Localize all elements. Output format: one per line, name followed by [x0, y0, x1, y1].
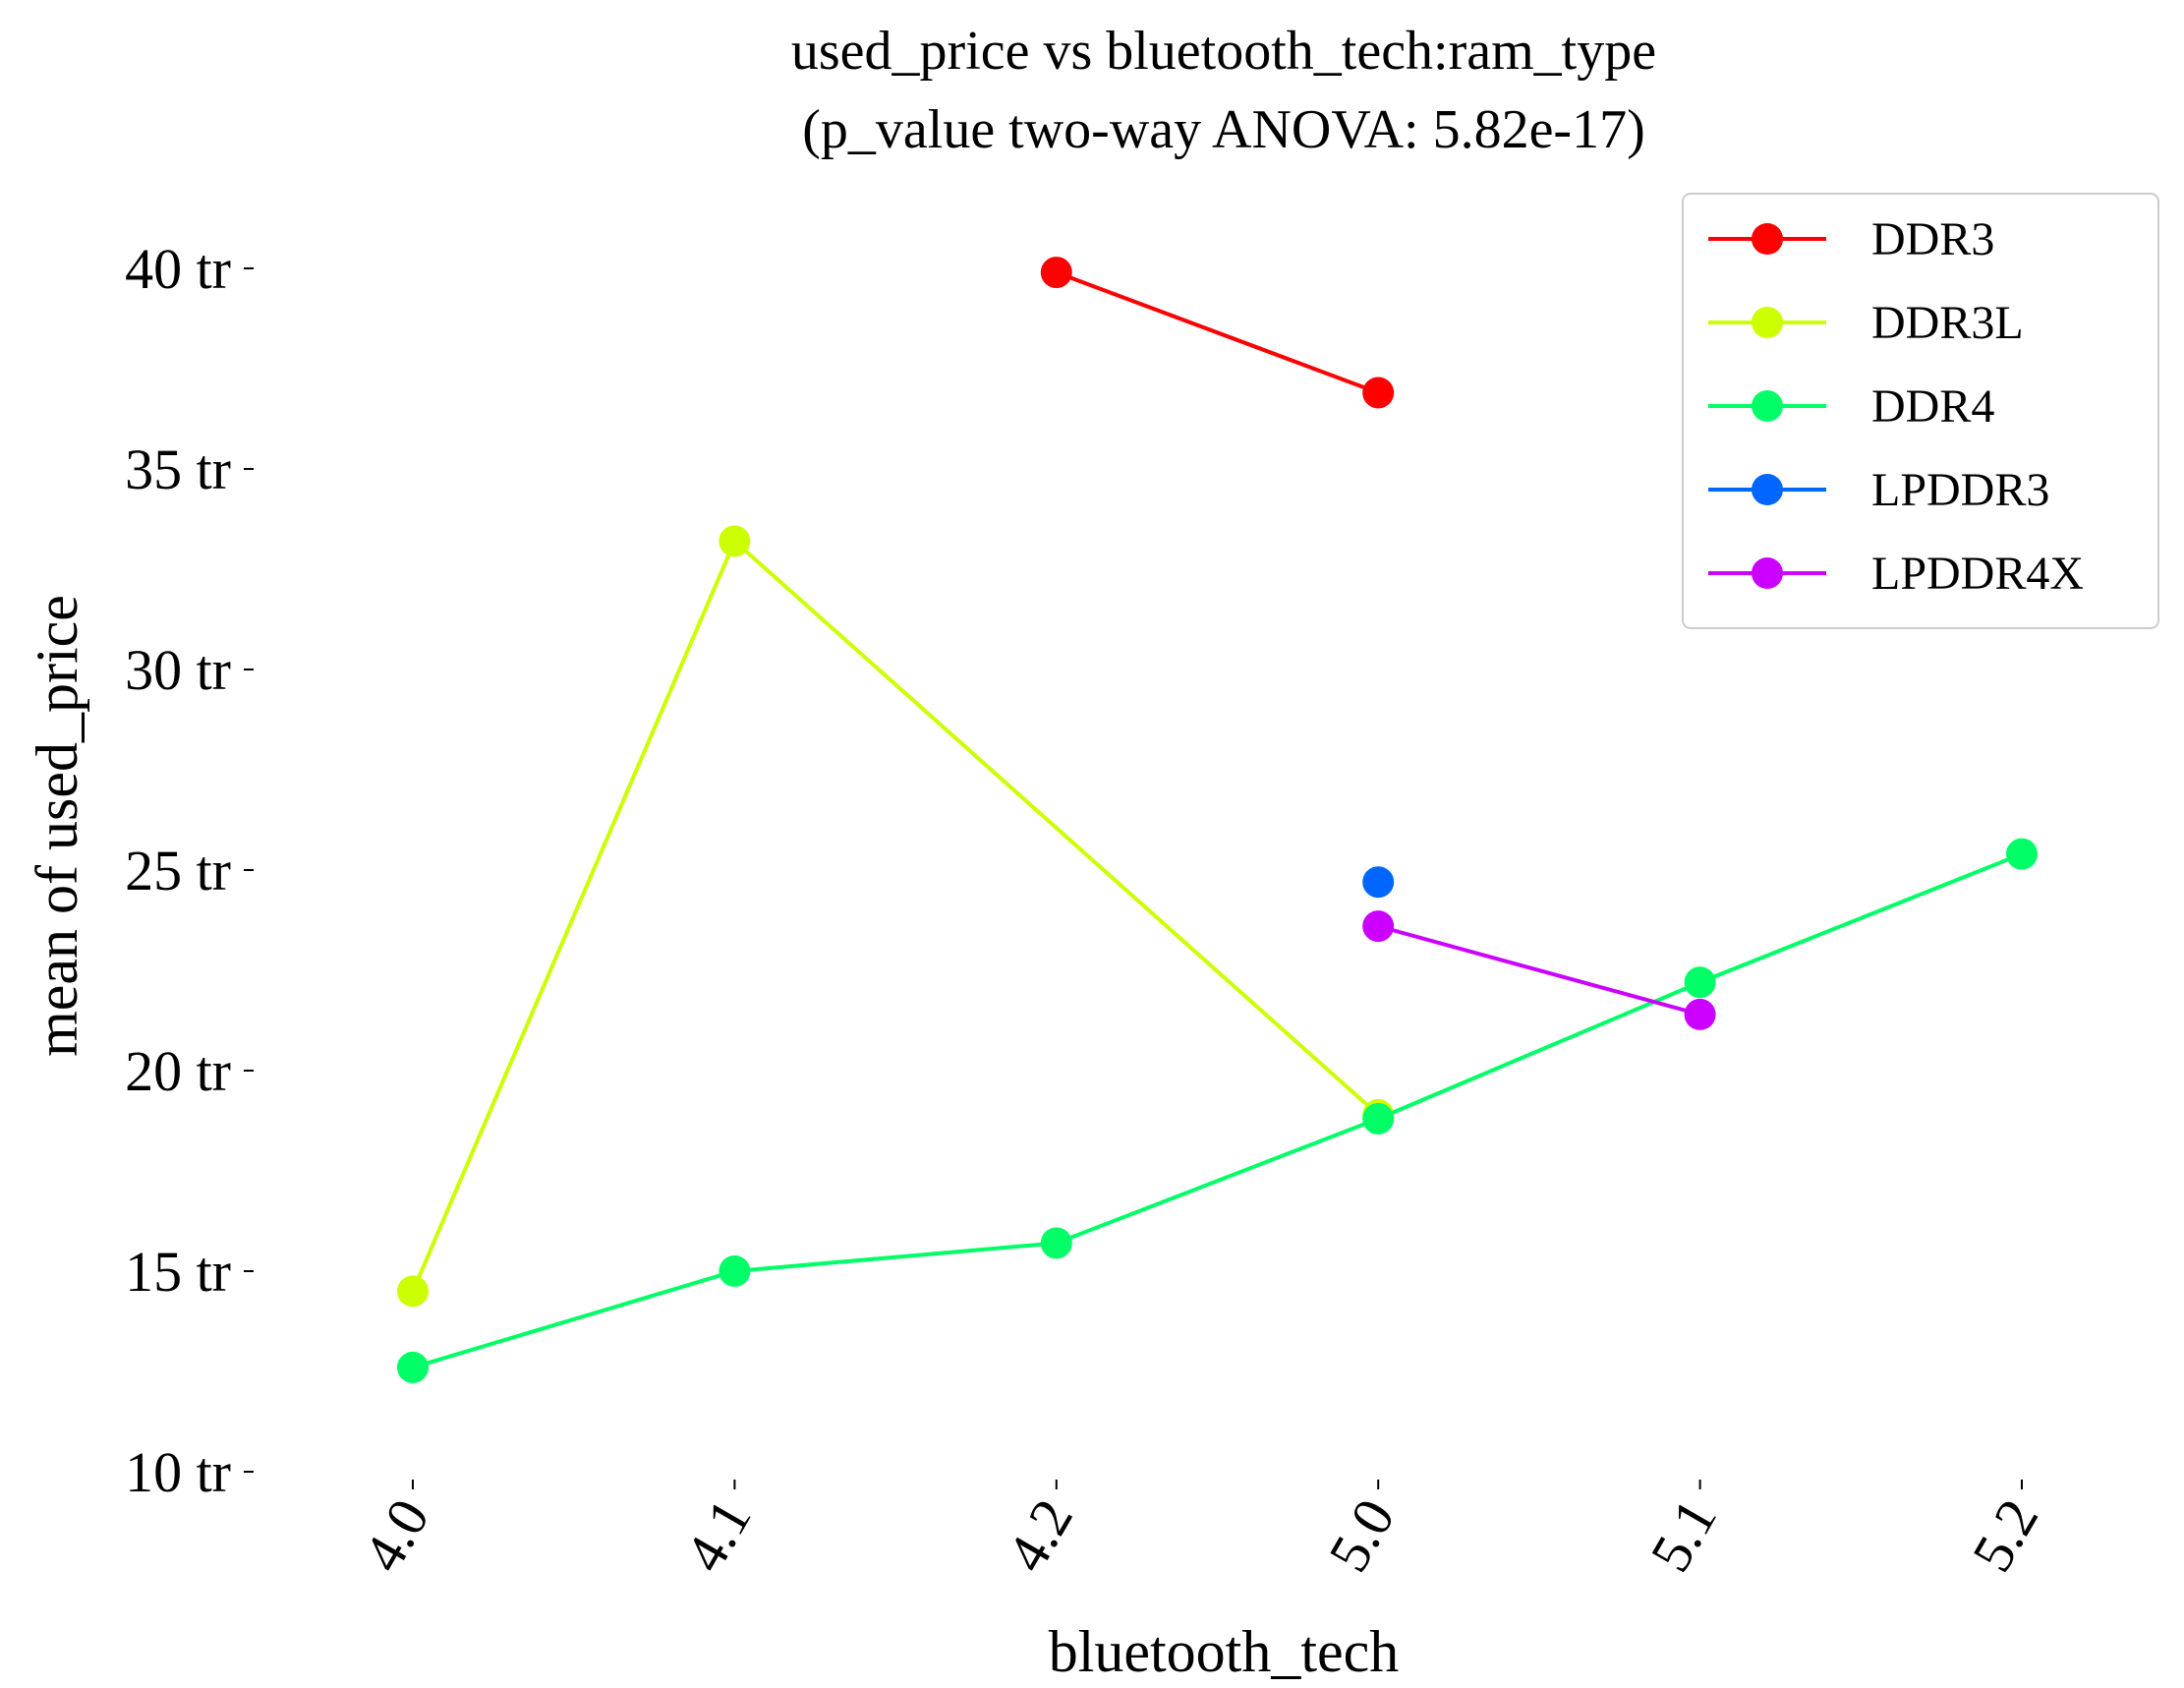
- y-tick-label: 40 tr: [125, 237, 231, 301]
- legend: DDR3 DDR3L DDR4 LPDDR3 LPDDR4X: [1682, 193, 2159, 629]
- y-tick-label: 30 tr: [125, 638, 231, 702]
- legend-item: DDR4: [1708, 380, 1994, 433]
- legend-frame: [1682, 193, 2159, 629]
- legend-item: DDR3: [1708, 213, 1994, 265]
- data-point: [1362, 866, 1395, 899]
- series-line: [1377, 924, 1701, 1017]
- series-line: [412, 851, 2023, 1369]
- data-point: [1684, 998, 1716, 1030]
- series-layer: [397, 257, 2038, 1383]
- data-point: [397, 1351, 429, 1383]
- series-ddr4: [397, 838, 2038, 1383]
- y-tick-label: 20 tr: [125, 1039, 231, 1103]
- series-lpddr4x: [1362, 910, 1716, 1030]
- data-point: [1040, 257, 1072, 289]
- legend-item: LPDDR4X: [1708, 548, 2084, 600]
- data-point: [718, 525, 751, 557]
- x-tick-label: 5.2: [1960, 1488, 2051, 1582]
- chart-title: used_price vs bluetooth_tech:ram_type (p…: [791, 21, 1656, 160]
- y-tick-label: 25 tr: [125, 839, 231, 902]
- x-axis: 4.0 4.1 4.2 5.0 5.1 5.2: [351, 1480, 2051, 1582]
- data-point: [1362, 910, 1395, 943]
- legend-marker: [1752, 474, 1783, 505]
- series-line: [1056, 270, 1379, 395]
- legend-marker: [1752, 390, 1783, 422]
- legend-label: DDR3L: [1871, 297, 2024, 349]
- y-tick-label: 35 tr: [125, 437, 231, 501]
- data-point: [1684, 966, 1716, 999]
- y-axis-label: mean of used_price: [25, 595, 89, 1057]
- x-tick-label: 4.1: [672, 1488, 764, 1582]
- data-point: [1362, 377, 1395, 409]
- x-tick-label: 4.2: [995, 1488, 1086, 1582]
- series-lpddr3: [1362, 866, 1395, 899]
- data-point: [1040, 1227, 1072, 1259]
- legend-item: LPDDR3: [1708, 464, 2049, 516]
- chart-title-line-1: used_price vs bluetooth_tech:ram_type: [791, 21, 1656, 82]
- x-tick-label: 5.0: [1316, 1488, 1408, 1582]
- series-line: [411, 538, 1380, 1293]
- data-point: [1362, 1102, 1395, 1135]
- legend-label: DDR3: [1871, 213, 1994, 265]
- x-tick-label: 5.1: [1638, 1488, 1729, 1582]
- legend-marker: [1752, 307, 1783, 338]
- x-axis-label: bluetooth_tech: [1049, 1619, 1400, 1684]
- data-point: [397, 1275, 429, 1308]
- legend-label: LPDDR4X: [1871, 548, 2084, 600]
- chart-title-line-2: (p_value two-way ANOVA: 5.82e-17): [802, 99, 1644, 160]
- data-point: [718, 1255, 751, 1287]
- legend-label: DDR4: [1871, 380, 1994, 433]
- y-tick-label: 15 tr: [125, 1240, 231, 1304]
- y-tick-label: 10 tr: [125, 1440, 231, 1504]
- legend-label: LPDDR3: [1871, 464, 2049, 516]
- series-ddr3l: [397, 525, 1395, 1308]
- data-point: [2006, 838, 2038, 870]
- legend-item: DDR3L: [1708, 297, 2024, 349]
- legend-marker: [1752, 223, 1783, 255]
- y-axis: 10 tr 15 tr 20 tr 25 tr 30 tr 35 tr 40 tr: [125, 237, 254, 1504]
- x-tick-label: 4.0: [351, 1488, 442, 1582]
- legend-marker: [1752, 557, 1783, 589]
- series-ddr3: [1040, 257, 1395, 409]
